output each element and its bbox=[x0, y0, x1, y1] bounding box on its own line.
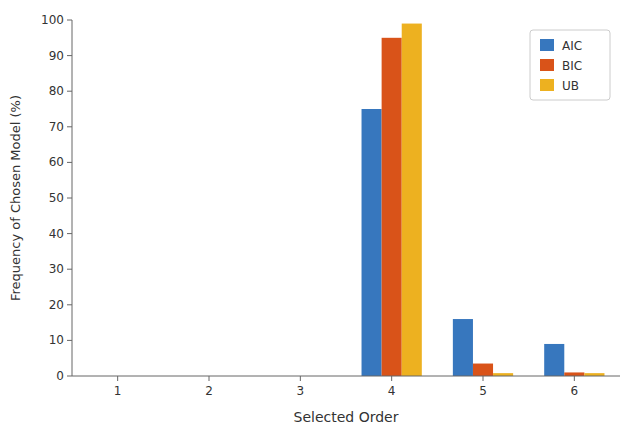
y-tick-label: 20 bbox=[49, 298, 64, 312]
legend-swatch bbox=[540, 59, 554, 71]
y-tick bbox=[67, 20, 72, 21]
chart-container: 0 10 20 30 40 50 60 70 80 90 100 1 2 3 4 5 6 Selected Ord… bbox=[0, 0, 640, 434]
legend-label: AIC bbox=[562, 39, 582, 53]
y-tick-label: 50 bbox=[49, 191, 64, 205]
x-tick bbox=[574, 376, 575, 381]
legend-box bbox=[530, 30, 610, 100]
x-tick bbox=[300, 376, 301, 381]
y-tick bbox=[67, 126, 72, 127]
x-tick-label: 4 bbox=[388, 384, 396, 398]
legend-label: UB bbox=[562, 79, 579, 93]
legend-swatch bbox=[540, 39, 554, 51]
y-tick-label: 30 bbox=[49, 262, 64, 276]
bar bbox=[473, 364, 493, 376]
x-axis-label: Selected Order bbox=[294, 409, 399, 425]
x-tick-label: 2 bbox=[205, 384, 213, 398]
legend: AIC BIC UB bbox=[530, 30, 610, 100]
x-tick bbox=[117, 376, 118, 381]
x-tick-label: 1 bbox=[114, 384, 122, 398]
x-tick-label: 5 bbox=[479, 384, 487, 398]
y-tick bbox=[67, 269, 72, 270]
y-tick-label: 10 bbox=[49, 333, 64, 347]
bar bbox=[402, 24, 422, 376]
x-tick-label: 6 bbox=[571, 384, 579, 398]
x-axis-line bbox=[72, 376, 620, 377]
y-tick-label: 80 bbox=[49, 84, 64, 98]
y-tick-label: 60 bbox=[49, 155, 64, 169]
y-tick bbox=[67, 340, 72, 341]
bar bbox=[362, 109, 382, 376]
x-tick-label: 3 bbox=[297, 384, 305, 398]
x-tick bbox=[209, 376, 210, 381]
y-axis-label: Frequency of Chosen Model (%) bbox=[8, 95, 23, 301]
y-tick bbox=[67, 162, 72, 163]
x-tick bbox=[391, 376, 392, 381]
bar bbox=[564, 372, 584, 376]
y-tick bbox=[67, 91, 72, 92]
y-tick bbox=[67, 233, 72, 234]
y-tick bbox=[67, 198, 72, 199]
bar bbox=[544, 344, 564, 376]
x-tick bbox=[483, 376, 484, 381]
bar bbox=[453, 319, 473, 376]
y-tick-label: 0 bbox=[56, 369, 64, 383]
legend-label: BIC bbox=[562, 59, 582, 73]
y-tick bbox=[67, 55, 72, 56]
y-tick-label: 40 bbox=[49, 227, 64, 241]
y-tick bbox=[67, 376, 72, 377]
chart-svg: 0 10 20 30 40 50 60 70 80 90 100 1 2 3 4 5 6 Selected Ord… bbox=[0, 0, 640, 434]
y-tick-label: 90 bbox=[49, 49, 64, 63]
y-tick-label: 70 bbox=[49, 120, 64, 134]
bar bbox=[382, 38, 402, 376]
legend-swatch bbox=[540, 79, 554, 91]
y-tick-label: 100 bbox=[41, 13, 64, 27]
y-tick bbox=[67, 304, 72, 305]
